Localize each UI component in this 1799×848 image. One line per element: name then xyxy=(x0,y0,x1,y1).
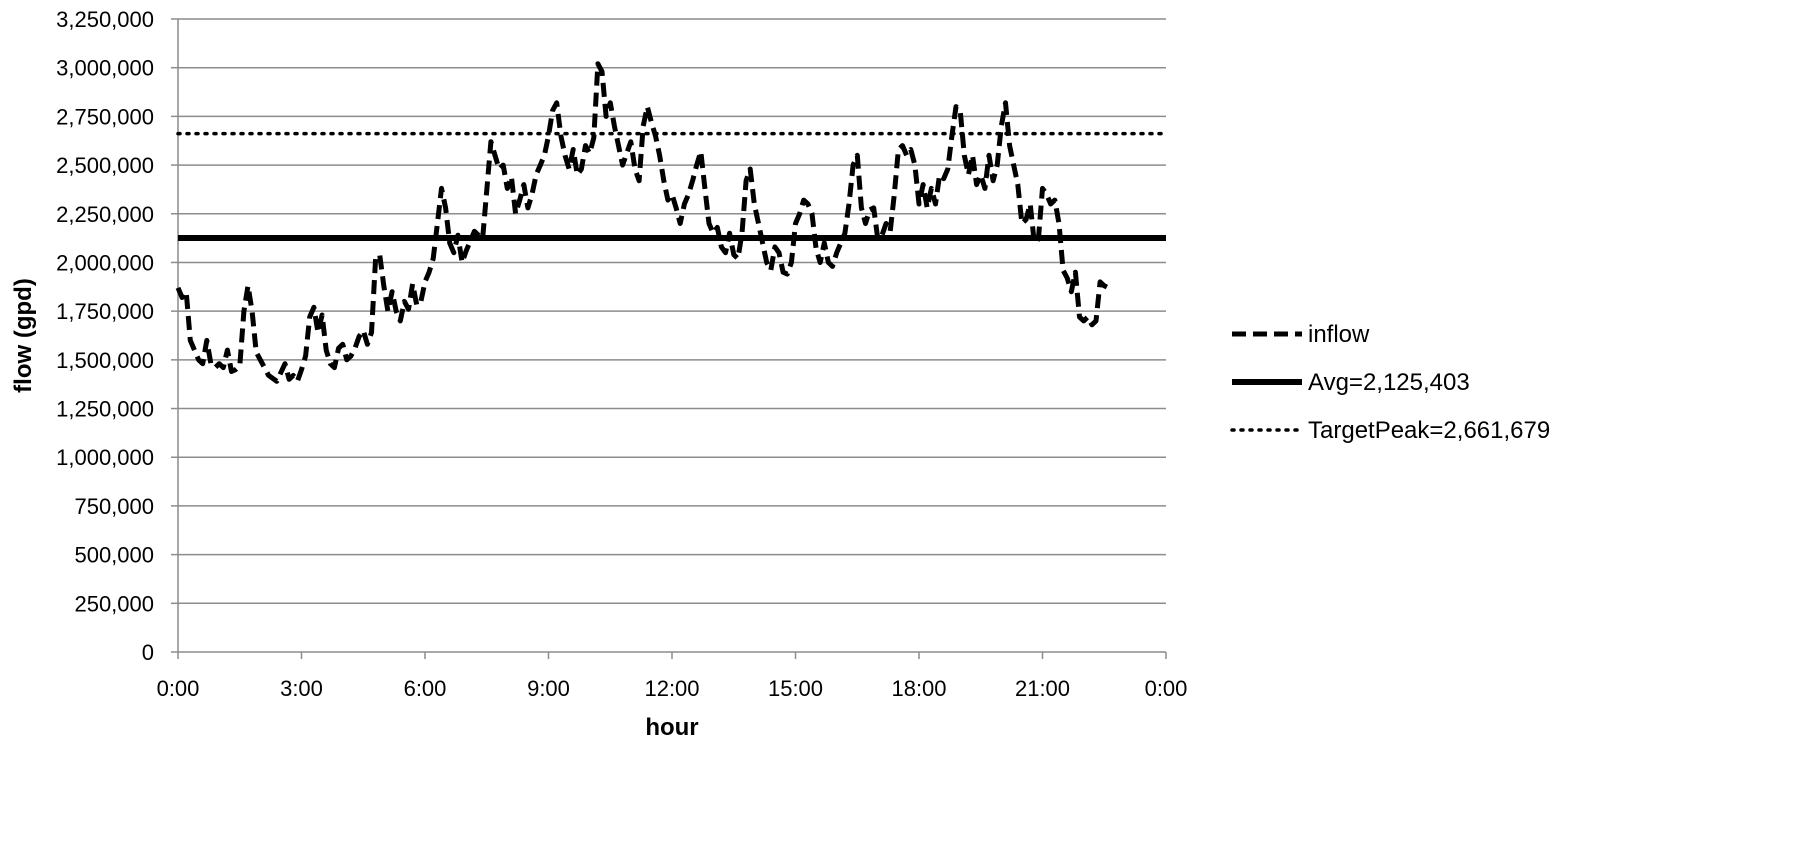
y-tick-label: 0 xyxy=(142,640,154,665)
y-tick-label: 1,500,000 xyxy=(56,348,154,373)
y-tick-labels: 0 250,000 500,000 750,000 1,000,000 1,250,000… xyxy=(56,7,154,665)
y-tick-label: 3,250,000 xyxy=(56,7,154,32)
y-tick-label: 500,000 xyxy=(74,543,154,568)
x-axis-title: hour xyxy=(645,714,698,741)
x-tick-label: 9:00 xyxy=(527,676,570,701)
y-axis-title: flow (gpd) xyxy=(10,278,37,393)
y-tick-label: 750,000 xyxy=(74,494,154,519)
y-tick-label: 1,000,000 xyxy=(56,445,154,470)
legend-label-0: inflow xyxy=(1308,321,1370,348)
y-tick-label: 2,750,000 xyxy=(56,104,154,129)
y-tick-label: 250,000 xyxy=(74,591,154,616)
x-tick-label: 3:00 xyxy=(280,676,323,701)
y-tick-label: 2,250,000 xyxy=(56,202,154,227)
gridlines xyxy=(171,18,1166,653)
legend: inflow Avg=2,125,403 TargetPeak=2,661,679 xyxy=(1230,321,1550,444)
y-tick-label: 2,000,000 xyxy=(56,250,154,275)
x-tick-label: 6:00 xyxy=(404,676,447,701)
x-tick-label: 18:00 xyxy=(891,676,946,701)
series-line-0 xyxy=(175,61,1110,384)
legend-label-1: Avg=2,125,403 xyxy=(1308,369,1470,396)
x-tick-labels: 0:00 3:00 6:00 9:00 12:00 15:00 18:00 21:00 0:00 xyxy=(157,652,1188,701)
y-tick-label: 3,000,000 xyxy=(56,56,154,81)
x-tick-label: 12:00 xyxy=(644,676,699,701)
legend-label-2: TargetPeak=2,661,679 xyxy=(1308,417,1550,444)
y-tick-label: 1,750,000 xyxy=(56,299,154,324)
series-lines xyxy=(175,61,1168,384)
x-tick-label: 0:00 xyxy=(157,676,200,701)
y-tick-label: 1,250,000 xyxy=(56,397,154,422)
x-tick-label: 0:00 xyxy=(1145,676,1188,701)
x-tick-label: 15:00 xyxy=(768,676,823,701)
y-tick-label: 2,500,000 xyxy=(56,153,154,178)
x-tick-label: 21:00 xyxy=(1015,676,1070,701)
